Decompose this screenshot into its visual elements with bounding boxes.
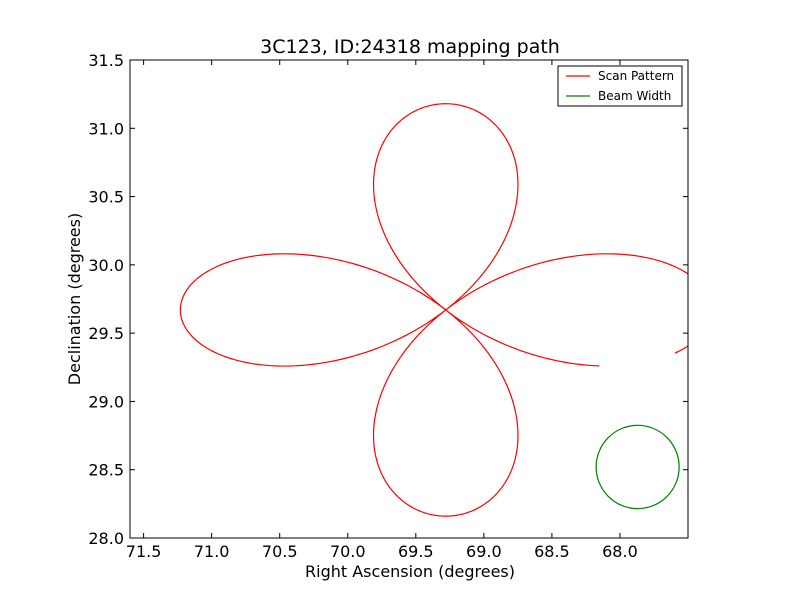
plot-area: 71.5 71.0 70.5 70.0 69.5 69.0 68.5 68.0 28.0 28.5…	[88, 51, 689, 561]
y-tick-label: 31.0	[88, 119, 124, 138]
legend-label-beam-width: Beam Width	[598, 89, 671, 103]
ticks-layer: 71.5 71.0 70.5 70.0 69.5 69.0 68.5 68.0 28.0 28.5…	[88, 51, 688, 561]
axes-frame	[129, 59, 689, 539]
legend: Scan Pattern Beam Width	[557, 65, 683, 107]
x-tick-label: 70.0	[330, 542, 366, 561]
chart-title: 3C123, ID:24318 mapping path	[260, 36, 560, 58]
x-axis-label: Right Ascension (degrees)	[305, 562, 515, 581]
y-tick-label: 28.0	[88, 529, 124, 548]
y-axis-label: Declination (degrees)	[65, 213, 84, 385]
y-tick-label: 31.5	[88, 51, 124, 70]
y-tick-label: 29.0	[88, 392, 124, 411]
y-tick-label: 30.5	[88, 188, 124, 207]
scan-pattern-line	[179, 103, 688, 517]
beam-width-circle	[595, 424, 680, 510]
series-group	[179, 103, 688, 517]
x-tick-label: 71.5	[126, 542, 162, 561]
x-tick-label: 70.5	[262, 542, 298, 561]
axes-background	[130, 60, 688, 538]
series-layer	[179, 103, 688, 517]
y-tick-label: 29.5	[88, 324, 124, 343]
x-tick-label: 68.5	[534, 542, 570, 561]
y-tick-label: 28.5	[88, 461, 124, 480]
x-tick-label: 68.0	[602, 542, 638, 561]
legend-label-scan-pattern: Scan Pattern	[598, 69, 674, 83]
legend-box	[557, 65, 683, 107]
y-tick-label: 30.0	[88, 256, 124, 275]
x-tick-label: 69.5	[398, 542, 434, 561]
x-tick-label: 69.0	[466, 542, 502, 561]
x-tick-label: 71.0	[194, 542, 230, 561]
